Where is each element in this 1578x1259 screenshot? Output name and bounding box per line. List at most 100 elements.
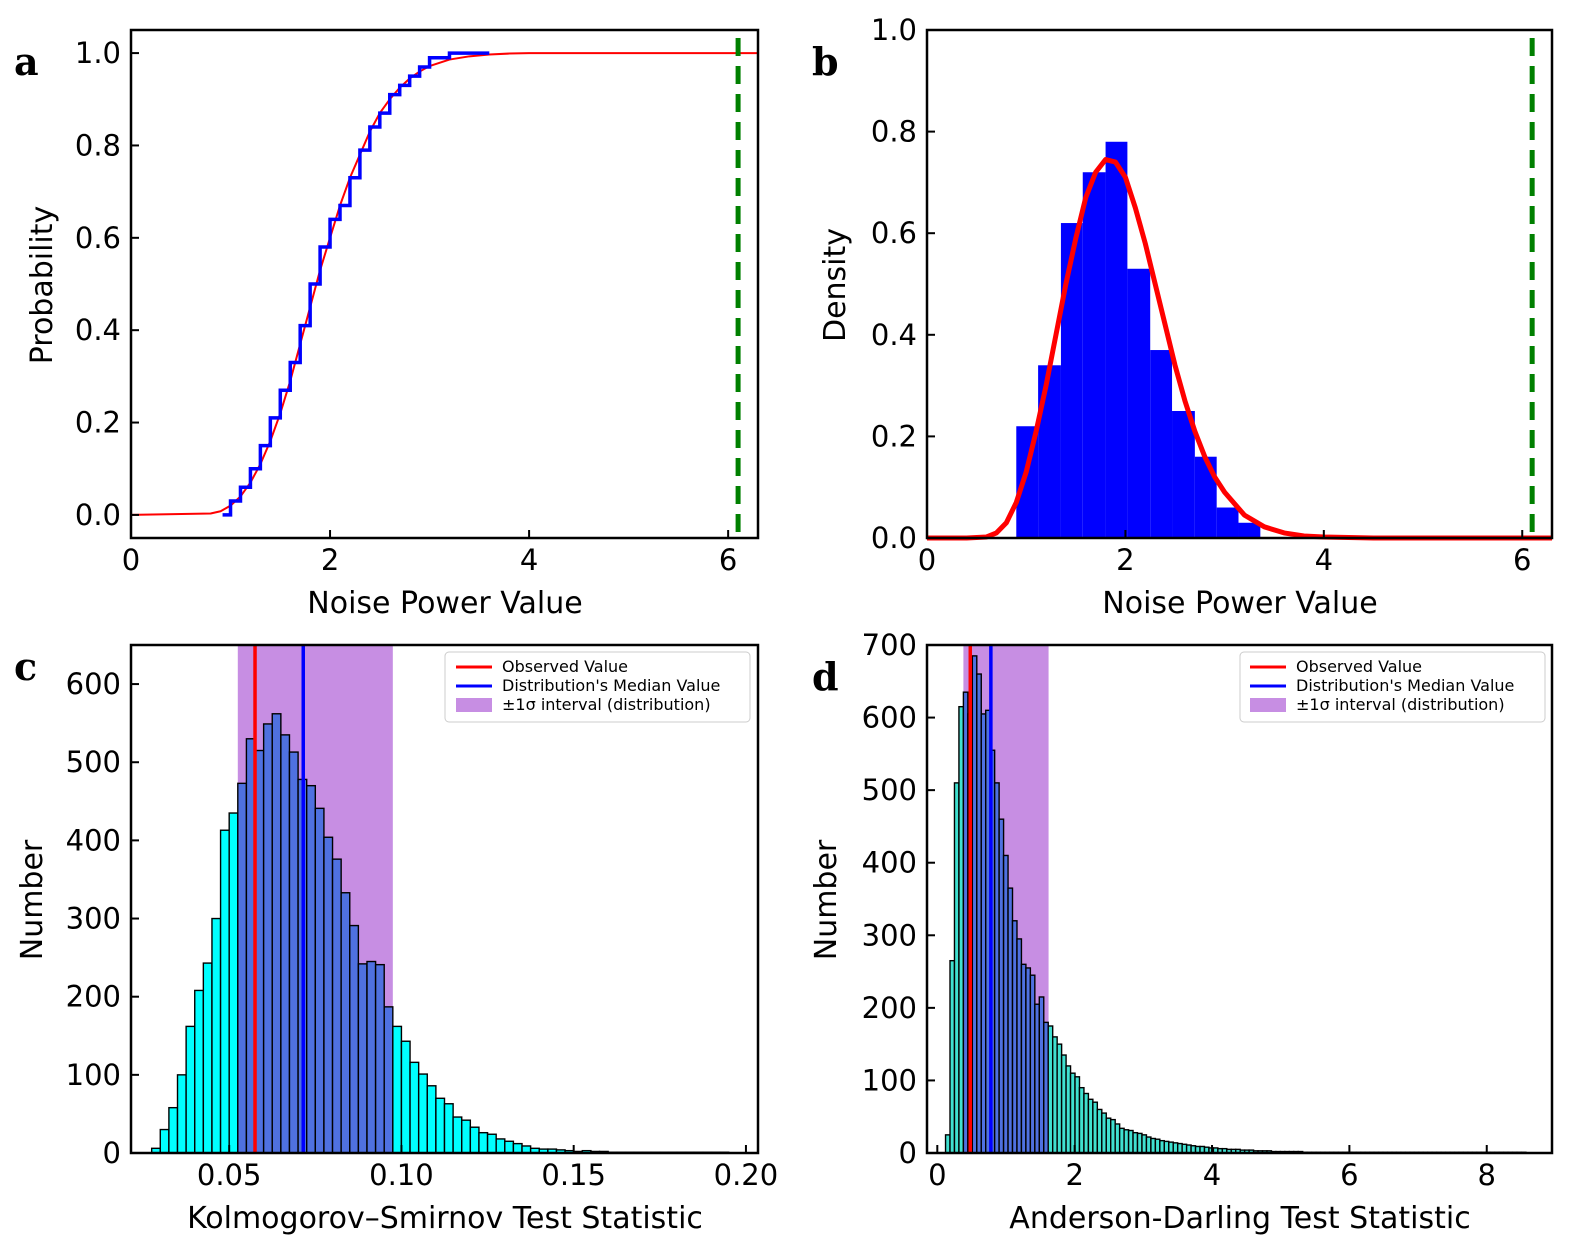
panel-b-hist-bar bbox=[1105, 141, 1128, 538]
panel-d-legend-observed: Observed Value bbox=[1296, 657, 1422, 676]
panel-a-xtick-label: 2 bbox=[321, 543, 339, 577]
panel-d-xtick-label: 8 bbox=[1478, 1158, 1496, 1192]
panel-c-hist-bar bbox=[469, 1126, 480, 1154]
panel-c-hist-bar bbox=[262, 723, 273, 1154]
panel-c-hist-bar bbox=[417, 1073, 428, 1154]
panel-b-hist-bar bbox=[1038, 365, 1061, 538]
panel-b-hist-bar bbox=[1127, 268, 1151, 538]
panel-d-xtick-label: 2 bbox=[1065, 1158, 1083, 1192]
panel-d-ad-histogram: d 0 2 4 6 8 0 100 200 300 400 500 600 700 Observed V… bbox=[809, 628, 1554, 1236]
panel-d-ytick-label: 400 bbox=[862, 846, 917, 880]
panel-b-xtick-label: 2 bbox=[1116, 543, 1134, 577]
panel-c-xlabel: Kolmogorov–Smirnov Test Statistic bbox=[187, 1201, 703, 1236]
panel-c-ks-histogram: c 0.05 0.10 0.15 0.20 0 100 200 300 400 500 600 Ob… bbox=[14, 643, 779, 1236]
panel-c-hist-bar bbox=[185, 1025, 196, 1154]
panel-b-letter: b bbox=[812, 39, 839, 84]
panel-b-hist-bar bbox=[1216, 507, 1239, 538]
panel-c-hist-bar bbox=[392, 1025, 403, 1154]
panel-a-frame bbox=[129, 28, 760, 540]
panel-c-hist-bar bbox=[219, 829, 230, 1154]
panel-d-xtick-label: 0 bbox=[928, 1158, 946, 1192]
panel-c-ytick-label: 400 bbox=[66, 823, 121, 857]
panel-d-ytick-label: 200 bbox=[862, 991, 917, 1025]
panel-c-hist-bar bbox=[305, 784, 317, 1154]
panel-d-frame bbox=[925, 643, 1554, 1155]
panel-c-hist-bar bbox=[211, 917, 222, 1154]
panel-c-hist-bar bbox=[426, 1085, 437, 1154]
panel-d-xlabel: Anderson-Darling Test Statistic bbox=[1009, 1201, 1470, 1236]
panel-b-hist-bar bbox=[1238, 522, 1261, 538]
panel-a-xlabel: Noise Power Value bbox=[307, 586, 582, 621]
panel-c-hist-bar bbox=[366, 960, 377, 1154]
panel-c-ytick-label: 200 bbox=[66, 980, 121, 1014]
panel-b-hist-bar bbox=[1082, 172, 1106, 539]
panel-c-hist-bar bbox=[280, 734, 291, 1154]
panel-c-hist-bar bbox=[452, 1116, 463, 1154]
panel-b-hist-bar bbox=[1060, 223, 1083, 539]
panel-d-legend-median: Distribution's Median Value bbox=[1296, 676, 1514, 695]
panel-b-hist-bar bbox=[1150, 350, 1173, 538]
panel-c-legend-sigma-swatch bbox=[456, 698, 492, 712]
panel-c-hist-bar bbox=[271, 713, 282, 1154]
panel-b-hist-bar bbox=[1194, 456, 1217, 538]
panel-c-hist-bar bbox=[349, 924, 360, 1154]
panel-d-legend-frame bbox=[1239, 651, 1546, 723]
panel-a-ytick-label: 0.0 bbox=[75, 498, 121, 532]
panel-c-hist-bar bbox=[194, 989, 205, 1154]
panel-a-cdf: a 0 2 4 6 0.0 0.2 0.4 0.6 0.8 1.0 Noise Power Val… bbox=[14, 28, 760, 621]
panel-b-xtick-label: 6 bbox=[1513, 543, 1531, 577]
panel-b-ytick-label: 0.2 bbox=[871, 419, 917, 453]
panel-c-hist-bar bbox=[314, 807, 325, 1154]
panel-c-legend-observed: Observed Value bbox=[502, 657, 628, 676]
panel-d-ytick-label: 500 bbox=[862, 773, 917, 807]
panel-c-letter: c bbox=[14, 644, 37, 689]
panel-b-ylabel: Density bbox=[818, 228, 853, 342]
panel-c-ytick-label: 0 bbox=[103, 1136, 121, 1170]
panel-c-hist-bar bbox=[357, 963, 368, 1154]
panel-c-xtick-label: 0.15 bbox=[541, 1158, 606, 1192]
panel-d-ytick-label: 0 bbox=[899, 1136, 917, 1170]
panel-c-hist-bar bbox=[409, 1061, 420, 1154]
panel-a-letter: a bbox=[14, 39, 39, 84]
panel-d-letter: d bbox=[812, 654, 839, 699]
panel-d-xtick-label: 4 bbox=[1203, 1158, 1221, 1192]
panel-d-ytick-label: 100 bbox=[862, 1063, 917, 1097]
panel-b-hist-bar bbox=[1172, 411, 1195, 538]
panel-c-hist-bar bbox=[512, 1142, 523, 1154]
panel-c-ytick-label: 300 bbox=[66, 902, 121, 936]
panel-d-legend-sigma: ±1σ interval (distribution) bbox=[1296, 695, 1505, 714]
panel-a-xtick-label: 6 bbox=[719, 543, 737, 577]
panel-c-hist-bar bbox=[331, 858, 342, 1154]
panel-a-ytick-label: 0.4 bbox=[75, 313, 121, 347]
panel-c-legend-median: Distribution's Median Value bbox=[502, 676, 720, 695]
panel-b-density: b 0 2 4 6 0.0 0.2 0.4 0.6 0.8 1.0 Noise Power Val… bbox=[812, 13, 1554, 621]
panel-c-hist-bar bbox=[435, 1097, 446, 1154]
panel-c-xtick-label: 0.05 bbox=[197, 1158, 262, 1192]
panel-a-ytick-label: 0.2 bbox=[75, 406, 121, 440]
panel-c-ytick-label: 100 bbox=[66, 1058, 121, 1092]
panel-c-hist-bar bbox=[159, 1128, 170, 1154]
panel-c-hist-bar bbox=[461, 1119, 472, 1154]
panel-c-legend-frame bbox=[444, 651, 751, 723]
panel-d-xtick-label: 6 bbox=[1340, 1158, 1358, 1192]
panel-c-hist-bar bbox=[383, 1006, 394, 1154]
panel-a-ytick-label: 0.8 bbox=[75, 128, 121, 162]
panel-b-xlabel: Noise Power Value bbox=[1102, 586, 1377, 621]
panel-c-hist-bar bbox=[400, 1040, 411, 1154]
panel-d-ytick-label: 600 bbox=[862, 701, 917, 735]
panel-b-fitted-pdf-line bbox=[927, 157, 1552, 541]
panel-c-hist-bar bbox=[288, 751, 299, 1154]
panel-c-hist-bar bbox=[176, 1074, 187, 1154]
panel-c-hist-bar bbox=[237, 782, 248, 1154]
panel-c-hist-bar bbox=[323, 836, 334, 1154]
panel-a-ytick-label: 1.0 bbox=[75, 36, 121, 70]
panel-c-hist-bar bbox=[340, 892, 351, 1154]
panel-c-hist-bar bbox=[486, 1133, 497, 1154]
panel-c-hist-bar bbox=[202, 962, 213, 1154]
panel-c-hist-bar bbox=[443, 1103, 454, 1154]
panel-c-ytick-label: 500 bbox=[66, 745, 121, 779]
panel-c-hist-bar bbox=[374, 963, 385, 1154]
panel-b-ytick-label: 0.4 bbox=[871, 318, 917, 352]
panel-c-xtick-label: 0.20 bbox=[714, 1158, 779, 1192]
panel-c-hist-bar bbox=[495, 1138, 506, 1154]
